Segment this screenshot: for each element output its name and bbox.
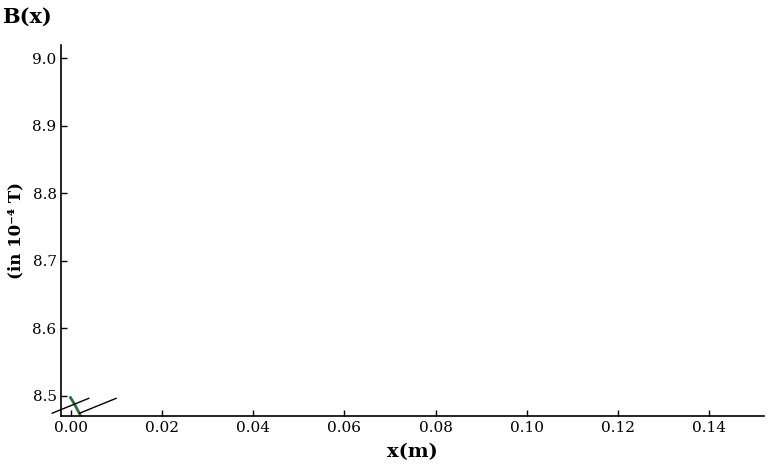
Text: B(x): B(x) — [2, 7, 52, 26]
Y-axis label: (in 10⁻⁴ T): (in 10⁻⁴ T) — [7, 182, 24, 279]
X-axis label: x(m): x(m) — [387, 443, 438, 461]
